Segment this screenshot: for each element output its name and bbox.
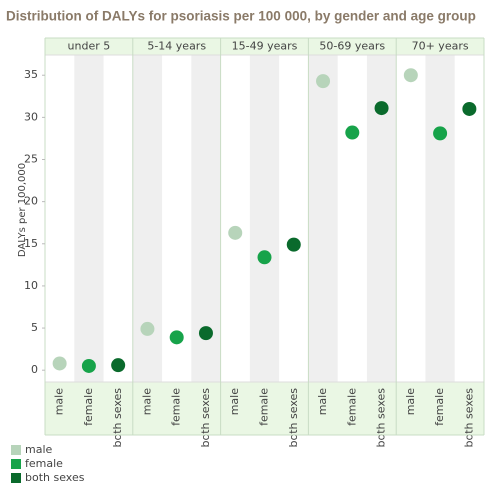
dot — [198, 326, 213, 341]
dot — [140, 321, 155, 336]
y-axis-title: DALYs per 100,000 — [17, 163, 28, 257]
dot — [111, 358, 126, 373]
dot — [52, 356, 67, 371]
x-tick-label: female — [345, 388, 358, 426]
dot — [286, 237, 301, 252]
dot — [316, 74, 331, 89]
dot — [433, 126, 448, 141]
y-tick-label: 30 — [24, 110, 38, 123]
column-band — [308, 55, 338, 382]
y-tick-label: 5 — [31, 321, 38, 334]
dot — [257, 250, 272, 265]
x-tick-label: both sexes — [287, 388, 300, 448]
chart-title: Distribution of DALYs for psoriasis per … — [6, 9, 476, 24]
y-tick-label: 0 — [31, 363, 38, 376]
group-label: 70+ years — [412, 40, 469, 53]
x-tick-label: female — [258, 388, 271, 426]
group-label: 5-14 years — [147, 40, 206, 53]
x-tick-label: female — [82, 388, 95, 426]
column-band — [74, 55, 104, 382]
dot — [81, 358, 96, 373]
group-label: 15-49 years — [232, 40, 298, 53]
group-label: 50-69 years — [319, 40, 385, 53]
x-tick-label: female — [433, 388, 446, 426]
legend-label: male — [25, 443, 53, 456]
dot — [345, 125, 360, 140]
group-label: under 5 — [68, 40, 111, 53]
header-strip — [45, 38, 484, 55]
legend-label: both sexes — [25, 471, 85, 484]
dot — [169, 330, 184, 345]
y-tick-label: 15 — [24, 237, 38, 250]
dot — [374, 101, 389, 116]
x-tick-label: both sexes — [111, 388, 124, 448]
x-tick-label: male — [140, 388, 153, 416]
x-tick-label: both sexes — [199, 388, 212, 448]
x-tick-label: both sexes — [375, 388, 388, 448]
legend-label: female — [25, 457, 63, 470]
x-tick-label: both sexes — [462, 388, 475, 448]
y-tick-label: 25 — [24, 153, 38, 166]
legend-swatch — [11, 473, 21, 483]
legend-swatch — [11, 459, 21, 469]
x-tick-label: male — [228, 388, 241, 416]
dot — [403, 68, 418, 83]
x-tick-label: male — [53, 388, 66, 416]
column-band — [425, 55, 455, 382]
x-tick-label: female — [170, 388, 183, 426]
y-tick-label: 10 — [24, 279, 38, 292]
dot — [228, 225, 243, 240]
y-tick-label: 35 — [24, 68, 38, 81]
y-tick-label: 20 — [24, 195, 38, 208]
x-tick-label: male — [316, 388, 329, 416]
x-tick-label: male — [404, 388, 417, 416]
dot — [462, 101, 477, 116]
label-strip — [45, 382, 484, 435]
legend-swatch — [11, 445, 21, 455]
column-band — [249, 55, 280, 382]
